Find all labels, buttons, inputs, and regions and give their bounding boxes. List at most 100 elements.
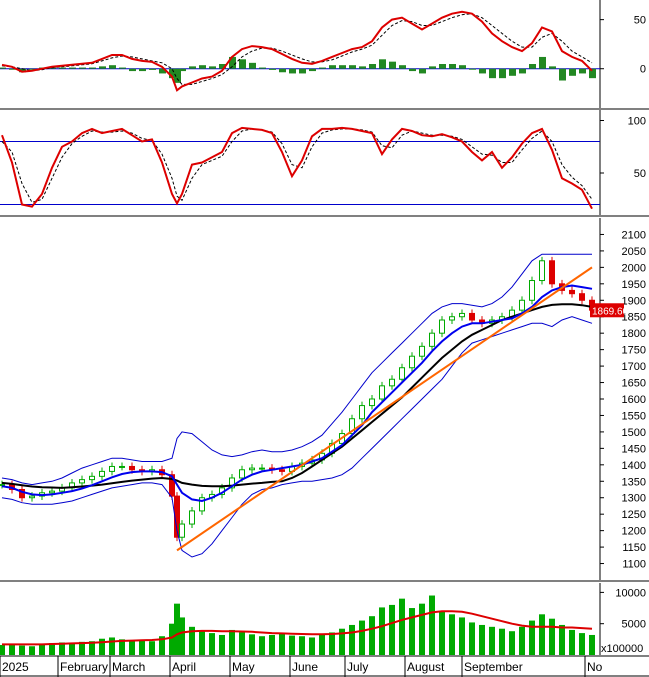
candle-body bbox=[469, 312, 475, 321]
volume-bar bbox=[439, 611, 445, 655]
macd-histogram-bar bbox=[169, 68, 176, 79]
macd-histogram-bar bbox=[539, 56, 546, 69]
candle-body bbox=[89, 475, 95, 481]
candle-body bbox=[439, 319, 445, 334]
last-price-badge-bg bbox=[590, 303, 624, 318]
price-tick-label: 1600 bbox=[622, 394, 646, 406]
macd-tick-label: 50 bbox=[634, 15, 646, 27]
macd-histogram-bar bbox=[329, 65, 336, 69]
candle-body bbox=[369, 398, 375, 407]
macd-histogram-bar bbox=[289, 68, 296, 74]
macd-histogram-bar bbox=[439, 64, 446, 69]
candle-body bbox=[239, 469, 245, 479]
macd-histogram-bar bbox=[399, 65, 406, 69]
volume-bar bbox=[189, 626, 195, 655]
price-tick-label: 1300 bbox=[622, 493, 646, 505]
candle-body bbox=[419, 345, 425, 357]
volume-bar bbox=[549, 618, 555, 655]
candle-body bbox=[359, 405, 365, 420]
price-tick-label: 1800 bbox=[622, 328, 646, 340]
macd-histogram-bar bbox=[249, 62, 256, 69]
volume-bar bbox=[99, 638, 105, 655]
macd-histogram-bar bbox=[509, 68, 516, 76]
macd-histogram-bar bbox=[159, 68, 166, 74]
volume-bar bbox=[379, 607, 385, 655]
volume-bar bbox=[419, 603, 425, 655]
candle-body bbox=[49, 490, 55, 494]
macd-histogram-bar bbox=[389, 61, 396, 69]
macd-histogram-bar bbox=[419, 68, 426, 74]
price-tick-label: 2100 bbox=[622, 229, 646, 241]
month-label: May bbox=[232, 660, 255, 674]
stochastic-k-line bbox=[1, 126, 593, 210]
candle-body bbox=[569, 289, 575, 295]
month-label: June bbox=[292, 660, 318, 674]
candle-body bbox=[429, 332, 435, 347]
stochastic-tick-label: 50 bbox=[634, 168, 646, 180]
macd-histogram-bar bbox=[449, 64, 456, 69]
macd-histogram-bar bbox=[199, 65, 206, 69]
axis-labels: 50 0 100 50 2100 2050 2000 1950 1900 1850 1800 1750… bbox=[0, 15, 649, 677]
volume-tick-label: 10000 bbox=[615, 587, 646, 599]
macd-histogram-bar bbox=[259, 67, 266, 69]
macd-histogram-bar bbox=[139, 68, 146, 72]
macd-histogram-bar bbox=[179, 68, 186, 72]
volume-bar bbox=[49, 643, 55, 655]
macd-histogram-bar bbox=[379, 59, 386, 69]
macd-histogram-bar bbox=[479, 68, 486, 74]
volume-bar bbox=[79, 641, 85, 655]
volume-bar bbox=[489, 626, 495, 655]
candle-body bbox=[389, 378, 395, 387]
volume-bar bbox=[529, 620, 535, 655]
volume-unit-label: x100000 bbox=[601, 643, 643, 655]
macd-tick-label: 0 bbox=[640, 64, 646, 76]
macd-histogram-bar bbox=[269, 68, 276, 70]
price-tick-label: 1200 bbox=[622, 526, 646, 538]
volume-bar bbox=[129, 640, 135, 655]
volume-bar bbox=[109, 637, 115, 655]
macd-histogram-bar bbox=[229, 56, 236, 69]
macd-histogram-bar bbox=[469, 68, 476, 70]
macd-histogram-bar bbox=[219, 64, 226, 69]
macd-histogram-bar bbox=[579, 68, 586, 74]
macd-histogram-bar bbox=[59, 67, 66, 69]
price-tick-label: 1550 bbox=[622, 410, 646, 422]
ma20-line bbox=[1, 284, 593, 503]
macd-histogram-bar bbox=[149, 68, 156, 70]
candle-body bbox=[29, 495, 35, 499]
volume-bar bbox=[449, 614, 455, 655]
ma50-line bbox=[1, 303, 593, 489]
macd-histogram-bar bbox=[239, 59, 246, 69]
candle-body bbox=[189, 510, 195, 525]
volume-bar bbox=[299, 636, 305, 655]
candle-body bbox=[19, 489, 25, 499]
macd-histogram-bar bbox=[99, 66, 106, 69]
candle-body bbox=[529, 280, 535, 301]
volume-bar bbox=[219, 634, 225, 655]
candle-body bbox=[409, 355, 415, 369]
candle-body bbox=[539, 260, 545, 282]
candle-body bbox=[199, 497, 205, 512]
month-label: March bbox=[112, 660, 145, 674]
volume-bar bbox=[479, 624, 485, 655]
trendline bbox=[176, 266, 593, 552]
macd-histogram-bar bbox=[339, 65, 346, 69]
price-tick-label: 2050 bbox=[622, 246, 646, 258]
stochastic-tick-label: 100 bbox=[628, 116, 646, 128]
macd-histogram-bar bbox=[29, 68, 36, 70]
volume-bar bbox=[499, 628, 505, 655]
macd-histogram-bar bbox=[499, 68, 506, 79]
macd-histogram-bar bbox=[9, 68, 16, 70]
macd-histogram-bar bbox=[549, 66, 556, 69]
candle-body bbox=[579, 293, 585, 301]
volume-bar bbox=[39, 644, 45, 655]
volume-bar bbox=[469, 622, 475, 655]
volume-bar bbox=[174, 603, 180, 655]
macd-histogram-bar bbox=[429, 66, 436, 69]
volume-bar bbox=[149, 641, 155, 655]
candle-body bbox=[119, 465, 125, 468]
macd-histogram-bar bbox=[174, 68, 181, 83]
macd-histogram-bar bbox=[409, 68, 416, 72]
last-price-badge: 1869.60 bbox=[590, 303, 629, 318]
price-tick-label: 1150 bbox=[622, 542, 646, 554]
